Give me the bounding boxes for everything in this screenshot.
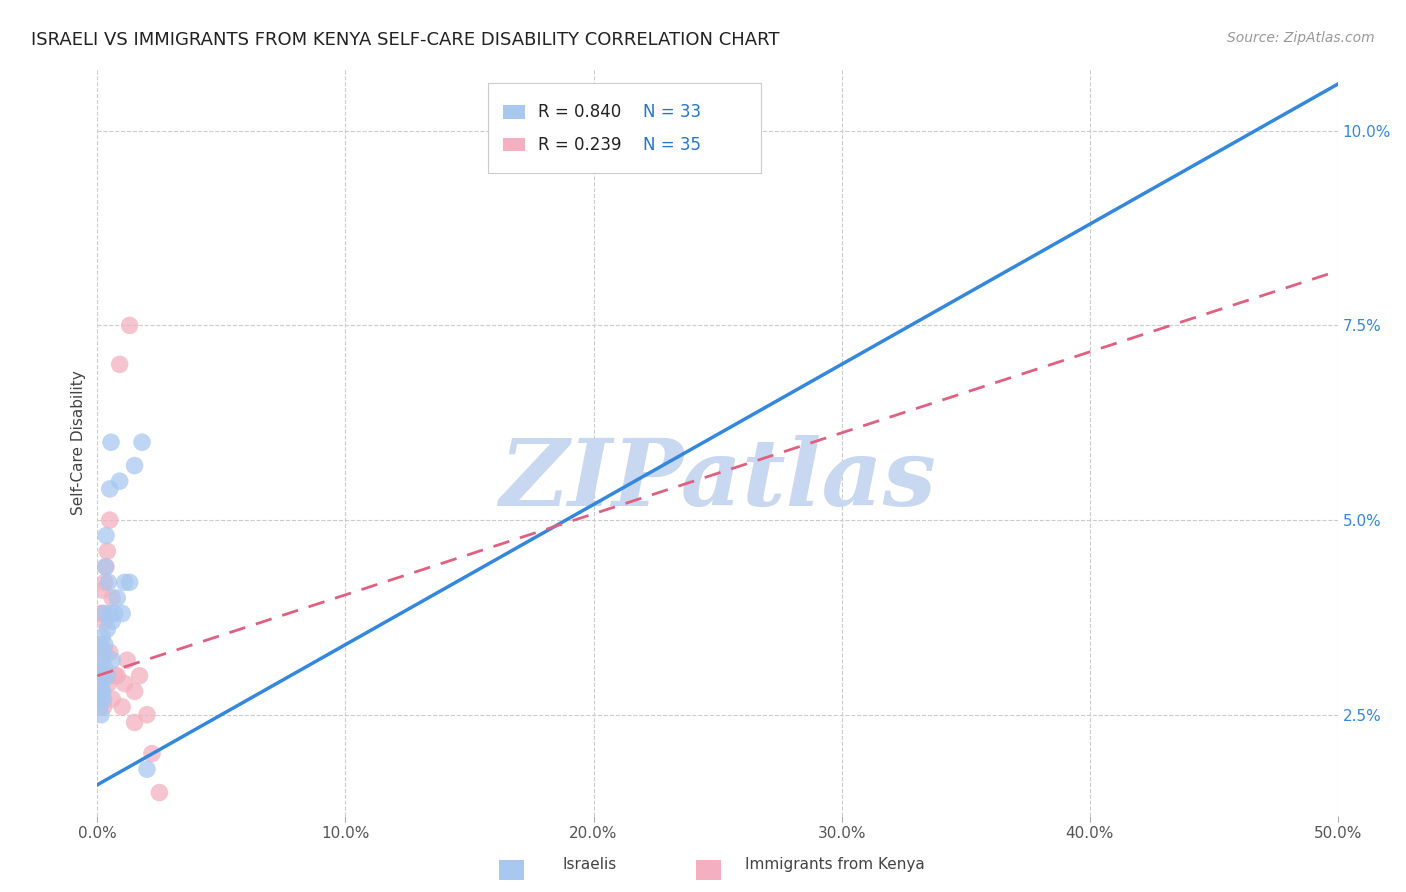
Text: Immigrants from Kenya: Immigrants from Kenya xyxy=(745,857,925,872)
Point xyxy=(98,513,121,527)
Text: N = 33: N = 33 xyxy=(643,103,702,121)
Point xyxy=(91,607,114,621)
FancyBboxPatch shape xyxy=(503,105,526,119)
Point xyxy=(96,669,118,683)
Point xyxy=(93,645,115,659)
Point xyxy=(87,699,110,714)
Point xyxy=(91,692,114,706)
Point xyxy=(124,458,146,473)
Point xyxy=(94,528,117,542)
Point xyxy=(90,607,112,621)
Point xyxy=(94,638,117,652)
Point xyxy=(148,786,170,800)
Point xyxy=(93,699,115,714)
Point xyxy=(89,699,111,714)
Point xyxy=(104,669,127,683)
Point xyxy=(118,318,141,333)
Text: ZIPatlas: ZIPatlas xyxy=(499,434,936,524)
Point xyxy=(94,607,117,621)
Point xyxy=(89,638,111,652)
Point xyxy=(101,653,124,667)
Point xyxy=(98,645,121,659)
Point xyxy=(100,435,122,450)
Point xyxy=(114,575,136,590)
Point xyxy=(89,676,111,690)
Point xyxy=(90,669,112,683)
Point xyxy=(101,692,124,706)
Point xyxy=(94,661,117,675)
Point xyxy=(94,614,117,628)
Point xyxy=(94,559,117,574)
Point xyxy=(105,591,128,605)
Point xyxy=(115,653,138,667)
Point xyxy=(91,630,114,644)
Point xyxy=(98,607,121,621)
Point xyxy=(94,575,117,590)
Point xyxy=(111,699,134,714)
Y-axis label: Self-Care Disability: Self-Care Disability xyxy=(72,370,86,515)
Point xyxy=(91,684,114,698)
FancyBboxPatch shape xyxy=(503,138,526,152)
Point xyxy=(105,669,128,683)
Point xyxy=(101,614,124,628)
Point xyxy=(114,676,136,690)
Point xyxy=(104,607,127,621)
Point xyxy=(91,583,114,598)
Point xyxy=(89,699,111,714)
Point xyxy=(118,575,141,590)
Text: Israelis: Israelis xyxy=(562,857,617,872)
Point xyxy=(90,676,112,690)
FancyBboxPatch shape xyxy=(488,84,761,173)
Point xyxy=(97,575,120,590)
Text: Source: ZipAtlas.com: Source: ZipAtlas.com xyxy=(1227,31,1375,45)
Text: ISRAELI VS IMMIGRANTS FROM KENYA SELF-CARE DISABILITY CORRELATION CHART: ISRAELI VS IMMIGRANTS FROM KENYA SELF-CA… xyxy=(31,31,779,49)
Point xyxy=(136,707,159,722)
Point xyxy=(97,676,120,690)
Point xyxy=(108,474,131,488)
Point xyxy=(124,684,146,698)
Point xyxy=(111,607,134,621)
Point xyxy=(131,435,153,450)
Point xyxy=(90,684,112,698)
Point xyxy=(93,692,115,706)
Point xyxy=(98,482,121,496)
Point xyxy=(96,622,118,636)
Point xyxy=(128,669,150,683)
Point xyxy=(101,591,124,605)
Point xyxy=(94,559,117,574)
Text: R = 0.840: R = 0.840 xyxy=(537,103,621,121)
Point xyxy=(94,645,117,659)
Point xyxy=(96,669,118,683)
Point xyxy=(124,715,146,730)
Point xyxy=(91,653,114,667)
Point xyxy=(89,692,111,706)
Point xyxy=(108,357,131,371)
Point xyxy=(96,544,118,558)
Point xyxy=(141,747,163,761)
Point xyxy=(89,669,111,683)
Point xyxy=(89,653,111,667)
Text: N = 35: N = 35 xyxy=(643,136,702,153)
Text: R = 0.239: R = 0.239 xyxy=(537,136,621,153)
Point xyxy=(136,762,159,776)
Point xyxy=(90,707,112,722)
